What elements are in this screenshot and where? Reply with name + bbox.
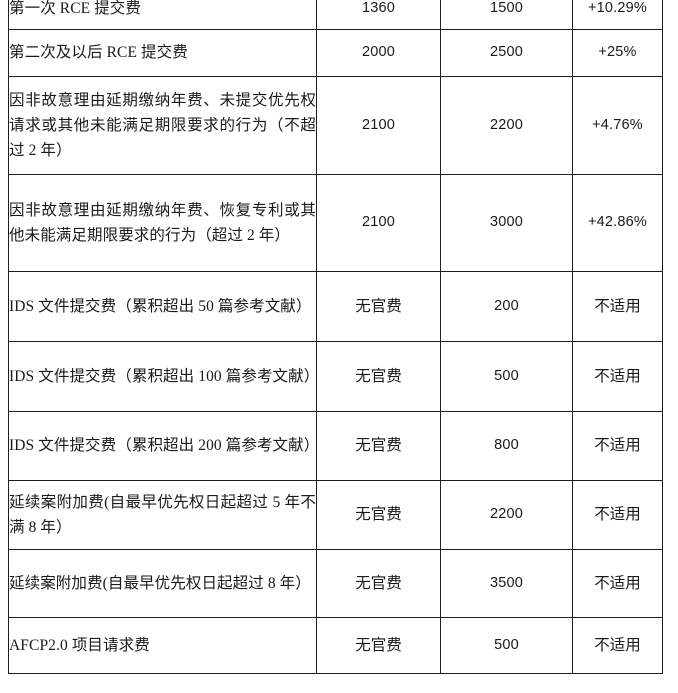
old-fee-value: 无官费 [316,480,441,550]
fee-description: 第二次及以后 RCE 提交费 [8,29,317,77]
new-fee-value: 3500 [440,549,573,618]
new-fee-value: 500 [440,341,573,412]
fee-description: 延续案附加费(自最早优先权日起超过 8 年） [8,549,317,618]
new-fee-value: 3000 [440,174,573,272]
change-value: +42.86% [572,174,663,272]
old-fee-value: 2100 [316,174,441,272]
table-row: IDS 文件提交费（累积超出 200 篇参考文献） 无官费 800 不适用 [8,411,663,481]
new-fee-value: 2500 [440,29,573,77]
fee-description: IDS 文件提交费（累积超出 50 篇参考文献） [8,271,317,342]
old-fee-value: 1360 [316,0,441,30]
new-fee-value: 200 [440,271,573,342]
fee-description: 延续案附加费(自最早优先权日起超过 5 年不满 8 年） [8,480,317,550]
table-row: 延续案附加费(自最早优先权日起超过 8 年） 无官费 3500 不适用 [8,549,663,618]
old-fee-value: 2000 [316,29,441,77]
old-fee-value: 无官费 [316,341,441,412]
table-row: AFCP2.0 项目请求费 无官费 500 不适用 [8,617,663,674]
table-row: 第二次及以后 RCE 提交费 2000 2500 +25% [8,29,663,77]
old-fee-value: 无官费 [316,411,441,481]
change-value: 不适用 [572,271,663,342]
change-value: +25% [572,29,663,77]
table-row: 因非故意理由延期缴纳年费、未提交优先权请求或其他未能满足期限要求的行为（不超过 … [8,76,663,175]
new-fee-value: 2200 [440,76,573,175]
fee-comparison-table: 第一次 RCE 提交费 1360 1500 +10.29% 第二次及以后 RCE… [8,0,663,674]
change-value: +4.76% [572,76,663,175]
old-fee-value: 无官费 [316,549,441,618]
change-value: +10.29% [572,0,663,30]
fee-description: AFCP2.0 项目请求费 [8,617,317,674]
fee-description: 因非故意理由延期缴纳年费、恢复专利或其他未能满足期限要求的行为（超过 2 年） [8,174,317,272]
fee-description: 因非故意理由延期缴纳年费、未提交优先权请求或其他未能满足期限要求的行为（不超过 … [8,76,317,175]
table-row: 延续案附加费(自最早优先权日起超过 5 年不满 8 年） 无官费 2200 不适… [8,480,663,550]
fee-description: 第一次 RCE 提交费 [8,0,317,30]
change-value: 不适用 [572,411,663,481]
change-value: 不适用 [572,617,663,674]
table-row: 因非故意理由延期缴纳年费、恢复专利或其他未能满足期限要求的行为（超过 2 年） … [8,174,663,272]
change-value: 不适用 [572,549,663,618]
change-value: 不适用 [572,480,663,550]
new-fee-value: 2200 [440,480,573,550]
new-fee-value: 1500 [440,0,573,30]
fee-description: IDS 文件提交费（累积超出 100 篇参考文献） [8,341,319,412]
new-fee-value: 500 [440,617,573,674]
table-row: IDS 文件提交费（累积超出 50 篇参考文献） 无官费 200 不适用 [8,271,663,342]
table-row: 第一次 RCE 提交费 1360 1500 +10.29% [8,0,663,30]
old-fee-value: 2100 [316,76,441,175]
table-row: IDS 文件提交费（累积超出 100 篇参考文献） 无官费 500 不适用 [8,341,663,412]
change-value: 不适用 [572,341,663,412]
old-fee-value: 无官费 [316,271,441,342]
table-body: 第一次 RCE 提交费 1360 1500 +10.29% 第二次及以后 RCE… [8,0,663,674]
new-fee-value: 800 [440,411,573,481]
fee-description: IDS 文件提交费（累积超出 200 篇参考文献） [8,411,319,481]
old-fee-value: 无官费 [316,617,441,674]
